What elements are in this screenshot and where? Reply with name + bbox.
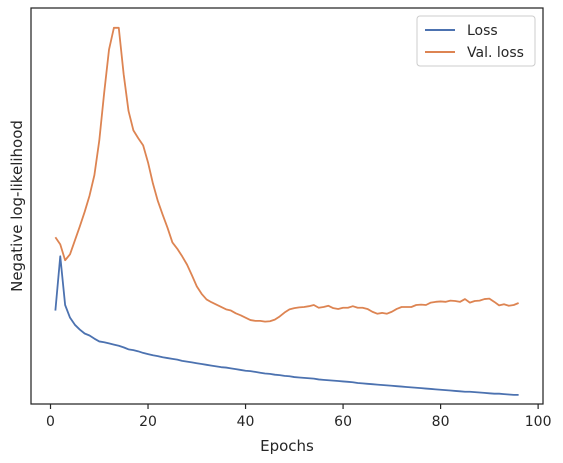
legend: Loss Val. loss xyxy=(416,15,536,67)
x-tick-label: 0 xyxy=(46,414,55,430)
x-tick-label: 40 xyxy=(237,414,255,430)
x-tick-label: 20 xyxy=(139,414,157,430)
x-tick-label: 100 xyxy=(525,414,552,430)
x-axis-label: Epochs xyxy=(260,437,314,455)
x-tick-label: 60 xyxy=(334,414,352,430)
y-axis-label: Negative log-likelihood xyxy=(8,120,26,292)
plot-area xyxy=(30,7,544,405)
x-tick-label: 80 xyxy=(432,414,450,430)
legend-box xyxy=(416,15,536,67)
series-layer xyxy=(54,26,519,396)
series-line-val-loss xyxy=(54,26,519,323)
legend-label-loss: Loss xyxy=(467,23,498,39)
series-line-loss xyxy=(54,255,519,396)
x-axis: 0 20 40 60 80 100 xyxy=(46,404,551,430)
legend-label-val-loss: Val. loss xyxy=(467,45,524,61)
